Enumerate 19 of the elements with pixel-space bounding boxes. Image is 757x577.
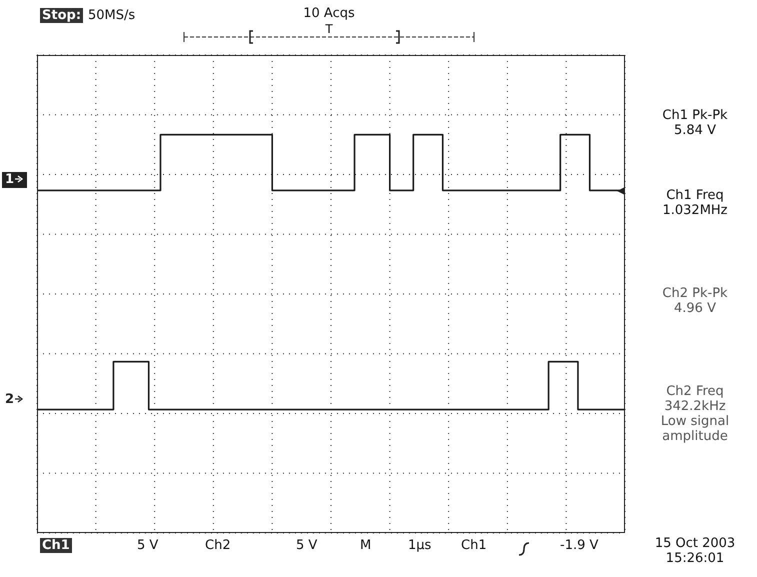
text: Ch1 Pk-Pk 5.84 V (662, 108, 728, 138)
text: T (325, 22, 333, 37)
text: -1.9 V (560, 538, 598, 553)
text: 10 Acqs (303, 6, 355, 21)
text: 50MS/s (88, 8, 136, 23)
text: Ch1 (40, 538, 72, 553)
text: 1µs (408, 538, 432, 553)
text: 5 V (137, 538, 158, 553)
text: Ch2 Pk-Pk 4.96 V (662, 286, 728, 316)
text: Ch1 Freq 1.032MHz (662, 188, 728, 218)
text: Ch1 (461, 538, 487, 553)
text: 15 Oct 2003 15:26:01 (654, 536, 736, 566)
series-label: 1 (2, 172, 28, 188)
text: M (360, 538, 372, 553)
text: Stop: (40, 8, 84, 23)
text: Ch2 Freq 342.2kHz Low signal amplitude (660, 384, 730, 444)
text: 5 V (296, 538, 318, 553)
text: Ch2 (205, 538, 231, 553)
legend-label: 2 (4, 392, 16, 408)
